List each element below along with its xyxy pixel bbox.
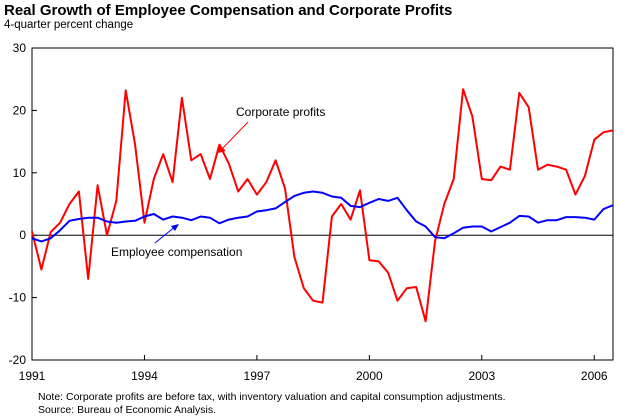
arrowhead-employee-compensation: [171, 224, 179, 231]
arrow-employee-compensation: [154, 225, 177, 244]
y-tick-label: 30: [13, 41, 27, 55]
x-tick-label: 1997: [244, 369, 271, 383]
x-tick-label: 1991: [19, 369, 46, 383]
chart-subtitle: 4-quarter percent change: [4, 19, 134, 31]
y-tick-label: 20: [13, 103, 27, 117]
x-tick-label: 2006: [581, 369, 608, 383]
arrowhead-corporate-profits: [218, 145, 226, 153]
x-tick-label: 2003: [468, 369, 495, 383]
y-axis-ticks: 30 20 10 0 -10 -20: [9, 41, 37, 367]
x-tick-label: 1994: [131, 369, 158, 383]
y-tick-label: 10: [13, 166, 27, 180]
y-tick-label: -10: [9, 291, 27, 305]
chart-footnote: Note: Corporate profits are before tax, …: [38, 391, 506, 417]
series-line-employee-compensation: [31, 190, 614, 243]
plot-area-frame: [31, 47, 614, 361]
x-tick-label: 2000: [356, 369, 383, 383]
x-axis-ticks: 1991 1994 1997 2000 2003 2006: [19, 355, 608, 383]
y-tick-label: 0: [19, 228, 26, 242]
annotation-employee-compensation: Employee compensation: [111, 245, 242, 259]
annotation-corporate-profits: Corporate profits: [236, 105, 325, 119]
series-line-corporate-profits: [31, 88, 614, 323]
source-text: Source: Bureau of Economic Analysis.: [38, 404, 217, 416]
note-text: Note: Corporate profits are before tax, …: [38, 391, 506, 403]
arrow-corporate-profits: [220, 121, 249, 151]
chart-title: Real Growth of Employee Compensation and…: [4, 2, 453, 19]
y-tick-label: -20: [9, 353, 27, 367]
